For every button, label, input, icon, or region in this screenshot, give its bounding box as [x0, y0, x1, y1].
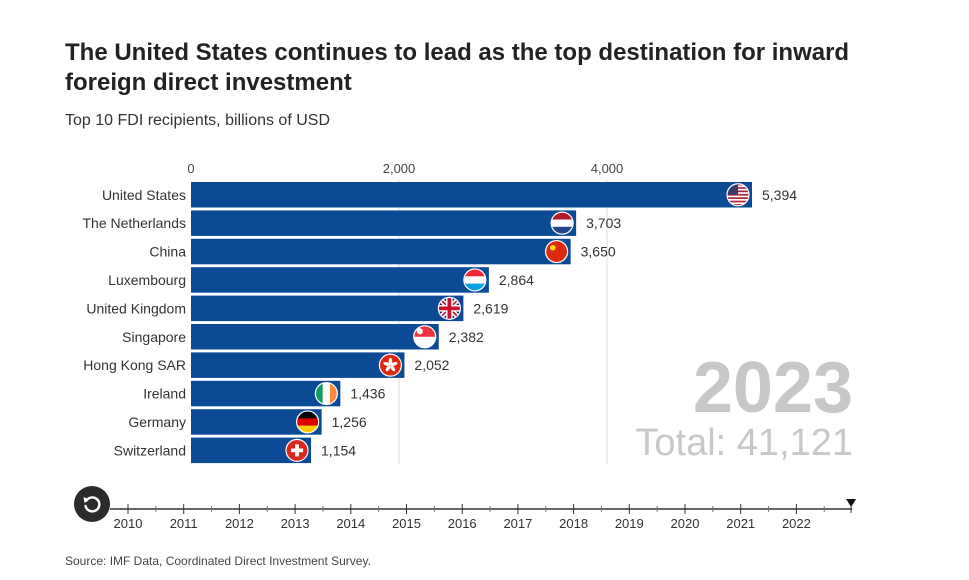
value-label: 1,154: [321, 442, 356, 458]
value-label: 1,256: [332, 414, 367, 430]
replay-icon: [83, 496, 101, 513]
category-label: Ireland: [143, 386, 186, 402]
timeline-year-label[interactable]: 2013: [281, 516, 310, 531]
bar: [191, 295, 464, 322]
value-label: 2,619: [473, 300, 508, 316]
timeline-year-label[interactable]: 2020: [671, 516, 700, 531]
timeline-year-label[interactable]: 2015: [392, 516, 421, 531]
timeline-year-label[interactable]: 2011: [170, 516, 198, 531]
category-label: Singapore: [122, 329, 186, 345]
value-label: 3,650: [581, 244, 616, 260]
value-label: 3,703: [586, 215, 621, 231]
x-tick-label: 4,000: [591, 161, 624, 176]
uk-flag-icon: [437, 296, 461, 320]
switzerland-flag-icon: [285, 438, 309, 462]
chart-title: The United States continues to lead as t…: [65, 39, 850, 96]
chart-subtitle: Top 10 FDI recipients, billions of USD: [65, 112, 330, 129]
bar: [191, 238, 571, 265]
value-label: 1,436: [350, 386, 385, 402]
year-label: 2023: [693, 348, 853, 428]
timeline-year-label[interactable]: 2018: [559, 516, 588, 531]
bar: [191, 182, 752, 208]
germany-flag-icon: [296, 410, 320, 434]
bar: [191, 267, 489, 293]
timeline-handle[interactable]: [846, 499, 857, 507]
bar: [191, 324, 439, 350]
category-label: Luxembourg: [108, 272, 186, 288]
x-tick-label: 2,000: [383, 161, 416, 176]
bar: [191, 210, 577, 236]
category-label: Switzerland: [114, 442, 186, 458]
timeline-year-label[interactable]: 2010: [114, 516, 143, 531]
timeline-year-label[interactable]: 2019: [615, 516, 644, 531]
value-label: 2,864: [499, 272, 534, 288]
category-label: Germany: [128, 414, 186, 430]
category-label: China: [149, 244, 186, 260]
timeline-year-label[interactable]: 2022: [782, 516, 811, 531]
total-label: Total: 41,121: [635, 422, 853, 464]
source-note: Source: IMF Data, Coordinated Direct Inv…: [65, 554, 371, 568]
value-label: 2,052: [414, 357, 449, 373]
timeline-year-label[interactable]: 2014: [336, 516, 365, 531]
replay-button[interactable]: [74, 486, 110, 522]
timeline-year-label[interactable]: 2017: [503, 516, 532, 531]
ireland-flag-icon: [314, 381, 338, 406]
value-label: 5,394: [762, 187, 797, 203]
x-tick-label: 0: [187, 161, 194, 176]
bar: [191, 352, 405, 378]
hong-kong-flag-icon: [378, 353, 403, 377]
timeline-year-label[interactable]: 2016: [448, 516, 477, 531]
category-label: Hong Kong SAR: [83, 357, 186, 373]
category-label: United Kingdom: [86, 300, 186, 316]
luxembourg-flag-icon: [463, 268, 487, 292]
value-label: 2,382: [449, 329, 484, 345]
singapore-flag-icon: [413, 325, 437, 349]
category-label: The Netherlands: [82, 215, 186, 231]
china-flag-icon: [545, 239, 569, 264]
netherlands-flag-icon: [550, 211, 574, 235]
us-flag-icon: [726, 183, 750, 207]
timeline-year-label[interactable]: 2021: [726, 516, 755, 531]
category-label: United States: [102, 187, 186, 203]
timeline-year-label[interactable]: 2012: [225, 516, 254, 531]
